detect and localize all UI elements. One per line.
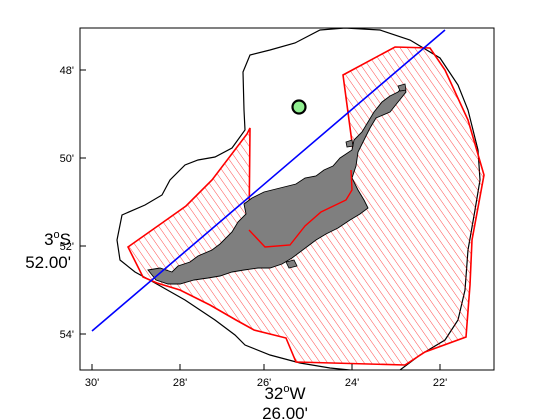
- transect-line: [91, 29, 446, 332]
- inner-boundary: [248, 169, 353, 248]
- x-title-sub: 26.00': [262, 404, 308, 420]
- x-title-deg: 32: [264, 384, 283, 403]
- y-tick-label: 50': [60, 153, 74, 165]
- x-tick-label: 26': [257, 377, 271, 389]
- y-title-sup: o: [54, 229, 60, 241]
- x-tick-label: 28': [173, 377, 187, 389]
- svg-text:32oW: 32oW: [264, 383, 305, 403]
- x-tick-label: 30': [85, 377, 99, 389]
- x-title-sup: o: [283, 383, 289, 395]
- x-tick-label: 22': [433, 377, 447, 389]
- y-tick-label: 54': [60, 329, 74, 341]
- y-title-hemi: S: [60, 230, 71, 249]
- islet: [345, 139, 354, 148]
- y-tick-label: 52': [60, 241, 74, 253]
- map-plot-area: [91, 28, 485, 370]
- island: [147, 85, 407, 285]
- y-title-deg: 3: [44, 230, 53, 249]
- station-marker: [291, 99, 307, 115]
- y-axis: 48' 50' 52' 54': [60, 65, 86, 341]
- y-axis-title: 3oS 52.00': [25, 229, 71, 272]
- y-title-sub: 52.00': [25, 253, 71, 272]
- islet: [397, 83, 407, 92]
- x-title-hemi: W: [290, 384, 306, 403]
- y-tick-label: 48': [60, 65, 74, 77]
- map-frame: [79, 27, 495, 371]
- outer-contour: [116, 28, 481, 370]
- x-axis-title: 32oW 26.00': [262, 383, 308, 420]
- islet: [285, 259, 298, 269]
- x-axis: 30' 28' 26' 24' 22': [85, 364, 447, 389]
- x-tick-label: 24': [345, 377, 359, 389]
- svg-text:3oS: 3oS: [44, 229, 71, 249]
